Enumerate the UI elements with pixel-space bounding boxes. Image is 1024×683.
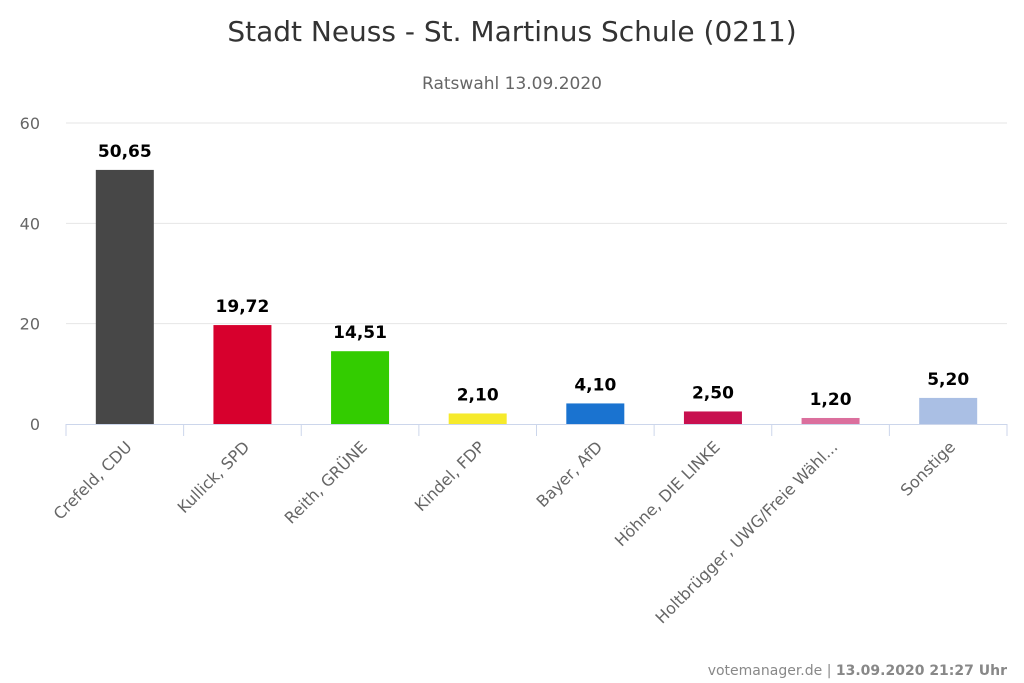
x-tick-label: Reith, GRÜNE: [281, 437, 371, 527]
data-label: 2,50: [692, 383, 734, 403]
data-label: 19,72: [216, 297, 270, 317]
data-labels: 50,65 19,72 14,51 2,10 4,10 2,50 1,20 5,20: [98, 142, 969, 410]
grid-lines: [66, 122, 1007, 325]
x-tick-label: Kullick, SPD: [174, 437, 254, 517]
bar[interactable]: [801, 417, 860, 424]
bar[interactable]: [95, 169, 154, 424]
data-label: 2,10: [457, 385, 499, 405]
data-label: 5,20: [927, 370, 969, 390]
x-tick-label: Höhne, DIE LINKE: [611, 437, 724, 550]
credits-source[interactable]: votemanager.de: [708, 663, 823, 679]
credits-timestamp: 13.09.2020 21:27 Uhr: [836, 663, 1007, 679]
data-label: 14,51: [333, 323, 387, 343]
x-tick-label: Crefeld, CDU: [50, 437, 136, 523]
bar[interactable]: [919, 397, 978, 424]
y-tick-label: 40: [20, 214, 40, 233]
chart-subtitle: Ratswahl 13.09.2020: [422, 74, 602, 94]
x-axis-tick-marks: [65, 424, 1008, 436]
data-label: 4,10: [574, 375, 616, 395]
x-tick-label: Bayer, AfD: [532, 437, 606, 511]
data-label: 1,20: [810, 390, 852, 410]
credits[interactable]: votemanager.de | 13.09.2020 21:27 Uhr: [708, 663, 1007, 679]
y-tick-label: 20: [20, 315, 40, 334]
bar[interactable]: [683, 411, 742, 424]
x-tick-label: Sonstige: [897, 437, 959, 499]
x-tick-label: Holtbrügger, UWG/Freie Wähl...: [651, 437, 841, 627]
credits-separator: |: [827, 663, 832, 679]
data-label: 50,65: [98, 142, 152, 162]
bar[interactable]: [213, 325, 272, 424]
bar[interactable]: [566, 403, 625, 424]
chart-title: Stadt Neuss - St. Martinus Schule (0211): [227, 15, 796, 48]
bar[interactable]: [448, 413, 507, 424]
y-axis-ticks: 0 20 40 60: [20, 114, 40, 434]
y-tick-label: 0: [30, 415, 40, 434]
x-tick-label: Kindel, FDP: [411, 437, 489, 515]
bar[interactable]: [331, 351, 390, 424]
y-tick-label: 60: [20, 114, 40, 133]
x-axis-labels: Crefeld, CDU Kullick, SPD Reith, GRÜNE Kind…: [50, 437, 959, 627]
bars: [95, 169, 978, 424]
